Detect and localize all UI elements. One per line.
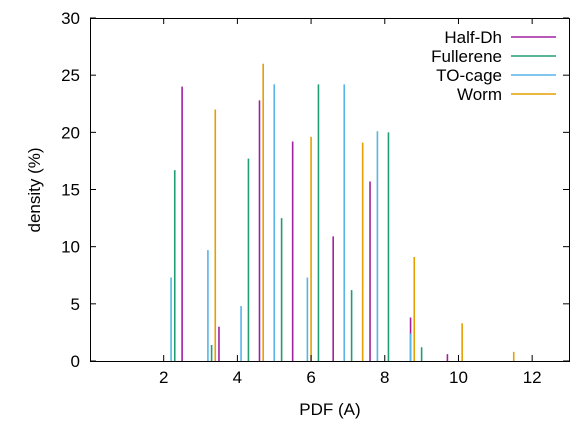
x-tick-label-4: 10 — [449, 368, 468, 387]
x-tick-label-5: 12 — [523, 368, 542, 387]
x-tick-label-0: 2 — [159, 368, 168, 387]
legend-label-1: Fullerene — [431, 47, 502, 66]
axes-layer: 2 4 6 8 10 12 0 5 10 15 20 25 30 — [61, 9, 569, 387]
x-tick-label-2: 6 — [306, 368, 315, 387]
y-tick-label-0: 0 — [71, 352, 80, 371]
x-axis-title: PDF (A) — [299, 400, 360, 419]
y-tick-label-6: 30 — [61, 9, 80, 28]
y-axis-title: density (%) — [25, 147, 44, 232]
y-tick-label-3: 15 — [61, 181, 80, 200]
y-tick-label-5: 25 — [61, 66, 80, 85]
legend-label-2: TO-cage — [436, 66, 502, 85]
y-tick-label-2: 10 — [61, 238, 80, 257]
y-tick-label-4: 20 — [61, 123, 80, 142]
y-tick-label-1: 5 — [71, 295, 80, 314]
x-tick-label-3: 8 — [380, 368, 389, 387]
x-tick-label-1: 4 — [233, 368, 242, 387]
legend-label-0: Half-Dh — [444, 28, 502, 47]
bars-layer — [170, 63, 515, 361]
legend-label-3: Worm — [457, 85, 502, 104]
